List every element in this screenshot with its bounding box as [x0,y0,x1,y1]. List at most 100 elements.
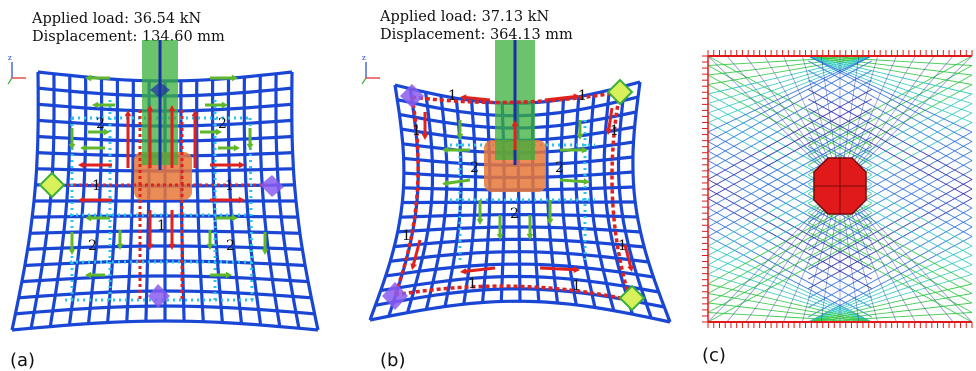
panel-a-label: (a) [10,350,36,371]
flow-arrow-head [573,266,580,274]
flow-arrow [559,178,586,184]
tie-line [808,160,973,251]
tie-line [764,192,837,323]
flow-arrow-head [146,105,154,112]
tie-line [707,55,872,133]
tie-line [845,55,954,180]
flow-arrow-head [68,143,76,150]
path-label: 2 [470,160,479,176]
path-label: 2 [226,238,235,254]
tie-line [808,55,973,76]
path-label: 1 [572,278,581,294]
flow-arrow-head [605,128,613,135]
tie-line [707,264,872,323]
tie-line [808,222,973,313]
flow-arrow-head [511,120,519,127]
tie-line [707,169,872,261]
flow-arrow-head [460,267,467,275]
flow-arrow-head [215,128,222,136]
flow-arrow-head [460,94,467,101]
flow-arrow-head [496,233,504,240]
panel-a-load-text: Applied load: 36.54 kN [32,11,202,27]
tie-line [707,293,872,323]
tie-line [707,55,872,66]
mesh-line [258,75,282,327]
tie-line [707,312,872,323]
tie-line [808,169,973,261]
flow-arrow-head [68,248,76,255]
panel-a-path-labels: 2 2 1 1 1 2 2 [88,116,235,254]
tie-line [808,127,973,218]
tie-line [707,226,872,318]
tie-line [808,117,973,209]
tie-line [808,55,973,114]
tie-line [707,192,834,323]
tie-line [707,79,872,171]
tie-line [843,55,916,180]
tie-line [808,55,973,66]
panel-a: Applied load: 36.54 kN Displacement: 134… [0,0,325,371]
panel-b-supports [382,78,646,312]
path-label: 1 [412,123,421,139]
mesh-line [616,85,653,319]
panel-b-mesh [368,80,672,324]
flow-arrow-head [221,101,228,109]
tie-line [707,89,872,180]
tie-line [808,217,973,308]
tie-line [707,255,872,323]
tie-line [707,188,872,280]
path-label: 1 [157,218,166,234]
flow-arrow-head [233,144,240,152]
tie-line [808,70,973,161]
tie-line [707,65,872,156]
flow-arrow-head [627,265,634,272]
mesh-line [21,274,309,284]
path-label: 1 [610,123,619,139]
tie-line [808,65,973,156]
path-label: 2 [96,116,105,132]
flow-arrow-head [442,146,449,154]
tie-line [707,55,872,104]
tie-line [808,312,973,323]
path-label: 1 [618,238,627,254]
mesh-line [385,262,654,279]
path-label: 1 [402,228,411,244]
flow-arrow-head [421,133,429,140]
tie-line [844,55,935,180]
panel-c-edge-supports [702,50,973,328]
flow-arrow-head [573,93,580,101]
tie-line [707,55,872,114]
tie-line [707,60,872,152]
flow-arrow-head [85,74,92,82]
flow-arrow-head [526,233,534,240]
flow-arrow-head [168,243,176,250]
tie-line [707,74,872,166]
flow-arrow-head [231,214,238,222]
tie-line [726,192,835,323]
mesh-line [32,214,298,219]
tie-line [808,55,973,133]
path-label: 2 [88,238,97,254]
flow-arrow-head [191,110,199,117]
tie-line [707,136,872,228]
tie-line [745,55,836,180]
panel-b-displacement-text: Displacement: 364.13 mm [380,27,573,43]
mesh-line [15,304,315,316]
path-label: 2 [218,116,227,132]
mesh-line [402,200,636,205]
tie-line [707,55,872,95]
tie-line [707,55,872,76]
mesh-line [397,225,641,234]
tie-line [808,55,973,147]
flow-arrow-head [238,196,245,204]
mesh-line [274,73,301,329]
mesh-line [369,299,671,324]
panel-b-label: (b) [380,350,406,371]
flow-arrow-head [410,263,417,270]
flow-arrow-head [576,133,584,140]
mesh-line [602,89,635,315]
flow-arrow [607,107,614,132]
tie-line [808,89,973,180]
tie-line [808,55,973,104]
flow-arrow-head [92,101,99,109]
